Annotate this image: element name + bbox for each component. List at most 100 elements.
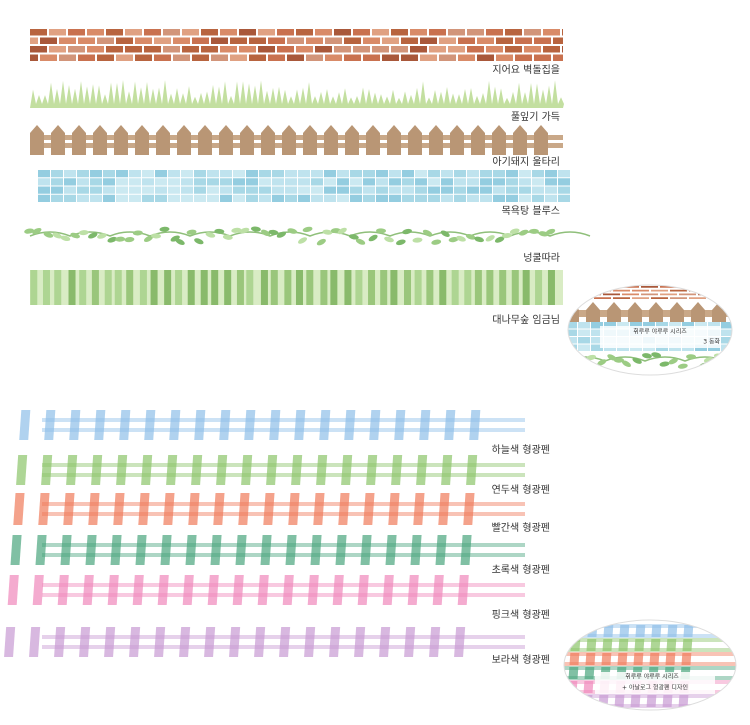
tile (454, 170, 466, 178)
highlighter-stroke (649, 653, 660, 665)
highlighter-stroke (360, 535, 372, 565)
highlighter-stroke (29, 627, 41, 657)
bamboo-stalk (150, 270, 158, 305)
leaf (368, 234, 378, 242)
highlighter-stroke (266, 455, 278, 485)
tile (38, 194, 50, 202)
brick (439, 54, 456, 61)
badge-sample (564, 624, 736, 708)
highlighter-band (42, 553, 525, 557)
tile (246, 170, 258, 178)
brick (192, 37, 209, 44)
highlighter-stroke (586, 639, 597, 651)
highlighter-stroke (307, 575, 319, 605)
brick (477, 54, 494, 61)
highlighter-stroke (602, 639, 613, 651)
bamboo-stalk (547, 270, 555, 305)
highlighter-band (42, 428, 525, 432)
fence-picket (135, 125, 149, 155)
highlighter-stroke (241, 455, 253, 485)
leaf (713, 353, 724, 359)
leaf (43, 231, 54, 238)
tile (77, 170, 89, 178)
brick (125, 46, 142, 53)
highlighter-stroke (66, 455, 78, 485)
brick (660, 286, 677, 288)
brick (154, 54, 171, 61)
highlighter-stroke (279, 627, 291, 657)
brick (505, 46, 522, 53)
highlighter-stroke (160, 535, 172, 565)
highlighter-stroke (313, 493, 325, 525)
brick (182, 46, 199, 53)
leaf (222, 234, 233, 240)
highlighter-stroke (603, 625, 614, 637)
fence-picket (408, 125, 422, 155)
brick (154, 37, 171, 44)
brick (344, 37, 361, 44)
fence-picket (429, 125, 443, 155)
highlighter-band (564, 624, 736, 628)
bamboo-stalk (368, 270, 376, 305)
highlighter-stroke (207, 575, 219, 605)
highlighter-stroke (113, 493, 125, 525)
highlighter-label: 빨간색 형광펜 (492, 522, 550, 534)
tile (389, 194, 401, 202)
highlighter-stroke (584, 667, 595, 679)
tile (246, 186, 258, 194)
leaf (494, 236, 505, 243)
tile (298, 170, 310, 178)
bamboo-stalk (79, 270, 87, 305)
brick (344, 54, 361, 61)
brick (727, 289, 732, 292)
highlighter-stroke (157, 575, 169, 605)
highlighter-label: 핑크색 형광펜 (492, 609, 550, 621)
highlighter-stroke (19, 410, 31, 440)
highlighter-stroke (269, 410, 281, 440)
leaf (186, 229, 197, 235)
tile (129, 170, 141, 178)
leaf (376, 228, 387, 234)
brick (641, 286, 658, 288)
highlighter-stroke (10, 535, 22, 565)
leaf (568, 355, 571, 361)
brick (515, 37, 532, 44)
highlighter-stroke (435, 535, 447, 565)
tile (682, 322, 694, 329)
tile (168, 186, 180, 194)
fence-picket (387, 125, 401, 155)
brick (391, 29, 408, 36)
highlighter-stroke (335, 535, 347, 565)
brick (201, 46, 218, 53)
tile (129, 194, 141, 202)
brick (287, 54, 304, 61)
brick (708, 289, 725, 292)
brick (505, 29, 522, 36)
tile (532, 178, 544, 186)
brick (220, 46, 237, 53)
tile (568, 344, 577, 351)
highlighter-stroke (569, 653, 580, 665)
leaf (642, 353, 652, 359)
highlighter-band (564, 634, 736, 638)
tile (568, 329, 577, 336)
highlighter-stroke (394, 410, 406, 440)
tile (272, 178, 284, 186)
tile (389, 186, 401, 194)
tile (38, 170, 50, 178)
tile (493, 186, 505, 194)
tile (721, 337, 732, 344)
tile (376, 186, 388, 194)
tile (591, 337, 603, 344)
leaf (132, 230, 143, 236)
leaf (509, 228, 520, 234)
brick (679, 286, 696, 288)
leaf (677, 363, 688, 369)
brick (568, 289, 573, 292)
highlighter-stroke (135, 535, 147, 565)
highlighter-stroke (683, 625, 694, 637)
tile (428, 186, 440, 194)
brick (144, 46, 161, 53)
tile (591, 329, 603, 336)
brick (173, 54, 190, 61)
